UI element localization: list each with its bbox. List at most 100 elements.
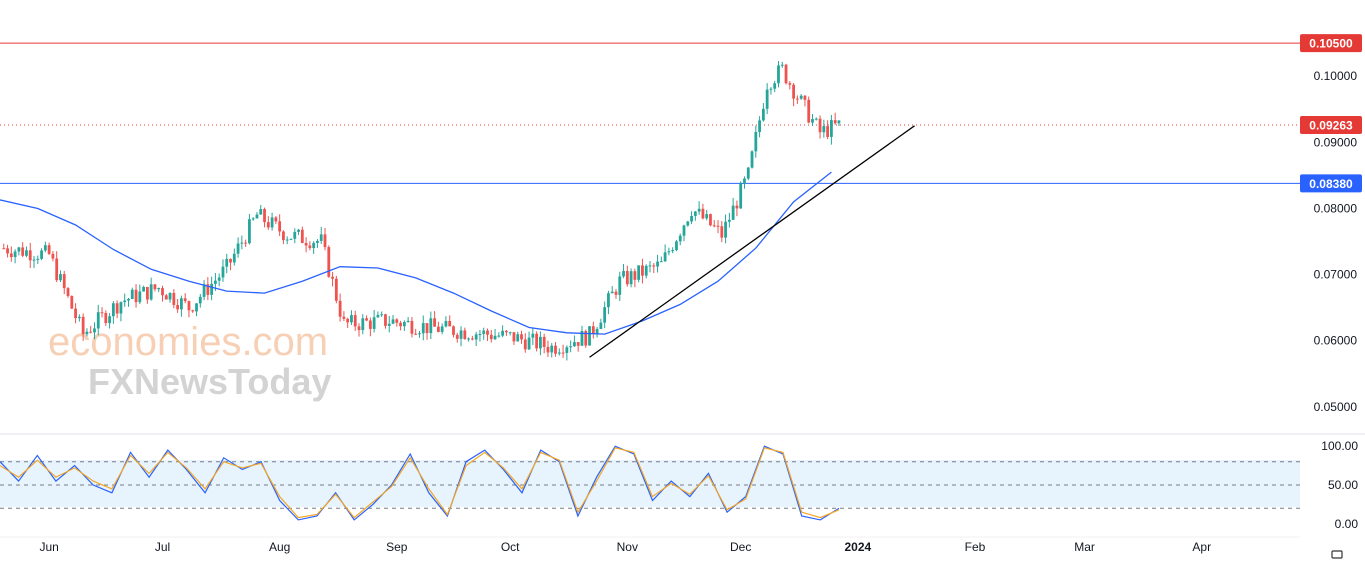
candle-body: [818, 118, 822, 133]
candle-body: [40, 250, 43, 259]
candle-body: [13, 251, 17, 258]
candle-body: [573, 342, 576, 347]
candle-body: [395, 319, 399, 323]
candle-body: [406, 320, 410, 323]
candle-body: [625, 271, 629, 285]
candle-body: [134, 289, 138, 303]
x-tick-3: Sep: [386, 540, 408, 554]
candle-body: [331, 276, 334, 279]
candle-body: [414, 333, 418, 335]
candle-body: [444, 320, 448, 327]
candle-body: [81, 316, 85, 335]
candle-body: [96, 312, 100, 329]
watermark-line1: economies.com: [48, 320, 328, 364]
candle-body: [493, 335, 497, 340]
candle-body: [554, 345, 557, 354]
candle-body: [85, 331, 89, 335]
candle-body: [750, 151, 754, 168]
candle-body: [387, 323, 391, 326]
candle-body: [452, 326, 455, 335]
candle-body: [829, 120, 833, 137]
oscillator-band: [0, 460, 1300, 507]
candle-body: [402, 322, 406, 327]
settings-icon[interactable]: [1331, 546, 1343, 559]
candle-body: [686, 221, 690, 226]
candle-body: [531, 333, 535, 338]
candle-body: [712, 225, 716, 227]
candle-body: [338, 300, 342, 317]
candle-body: [678, 235, 682, 242]
candle-body: [176, 304, 180, 310]
candle-body: [716, 225, 720, 227]
candle-body: [232, 253, 236, 263]
candle-body: [580, 330, 584, 346]
candle-body: [100, 312, 104, 314]
price-tick-5: 0.05000: [1314, 400, 1358, 414]
candle-body: [248, 219, 251, 244]
candle-body: [187, 301, 191, 311]
candle-body: [546, 346, 550, 353]
candle-body: [758, 120, 761, 132]
candle-body: [667, 251, 671, 253]
candle-body: [659, 261, 663, 263]
candle-body: [743, 178, 746, 184]
moving-average-line: [0, 171, 832, 335]
candle-body: [693, 211, 697, 216]
candle-body: [607, 293, 610, 308]
candle-body: [206, 284, 210, 295]
candle-body: [353, 315, 357, 327]
candle-body: [516, 334, 520, 342]
candle-body: [51, 253, 55, 259]
price-tick-1: 0.09000: [1314, 135, 1358, 149]
candle-body: [535, 333, 539, 349]
candle-body: [297, 229, 300, 232]
candle-body: [2, 248, 6, 250]
trendline: [589, 125, 915, 358]
candle-body: [671, 250, 675, 252]
x-tick-5: Nov: [617, 540, 638, 554]
candle-body: [399, 322, 402, 327]
candle-body: [225, 258, 229, 267]
candle-body: [591, 326, 595, 334]
candle-body: [66, 288, 70, 297]
candle-body: [368, 320, 372, 329]
candle-body: [127, 298, 130, 301]
candle-body: [319, 234, 323, 241]
candle-body: [833, 120, 837, 124]
level-label-2: 0.08380: [1309, 177, 1353, 191]
candle-body: [365, 318, 368, 321]
candle-body: [478, 333, 482, 335]
candle-body: [603, 307, 607, 323]
candle-body: [588, 326, 591, 346]
candle-body: [565, 347, 569, 353]
candle-body: [198, 296, 202, 304]
candle-body: [773, 83, 777, 89]
candle-body: [6, 248, 9, 254]
candle-body: [448, 320, 452, 327]
candle-body: [221, 266, 225, 278]
candle-body: [59, 274, 62, 281]
candle-body: [811, 119, 814, 123]
candle-body: [504, 330, 508, 333]
candle-body: [285, 239, 289, 241]
candle-body: [153, 284, 157, 290]
candle-body: [346, 318, 350, 323]
candle-body: [179, 298, 183, 310]
candle-body: [62, 274, 66, 289]
candle-body: [731, 205, 735, 220]
candle-body: [28, 250, 32, 261]
candle-body: [263, 209, 266, 223]
osc-series-1: [0, 447, 840, 519]
osc-tick-0: 100.00: [1321, 439, 1358, 453]
candle-body: [308, 245, 312, 249]
candle-body: [425, 323, 429, 334]
candle-body: [47, 245, 51, 254]
candle-body: [350, 315, 353, 323]
candle-body: [822, 126, 826, 133]
candle-body: [576, 342, 580, 346]
candle-body: [70, 296, 74, 309]
candle-body: [724, 221, 727, 238]
candle-body: [312, 242, 316, 249]
candle-body: [690, 215, 693, 222]
